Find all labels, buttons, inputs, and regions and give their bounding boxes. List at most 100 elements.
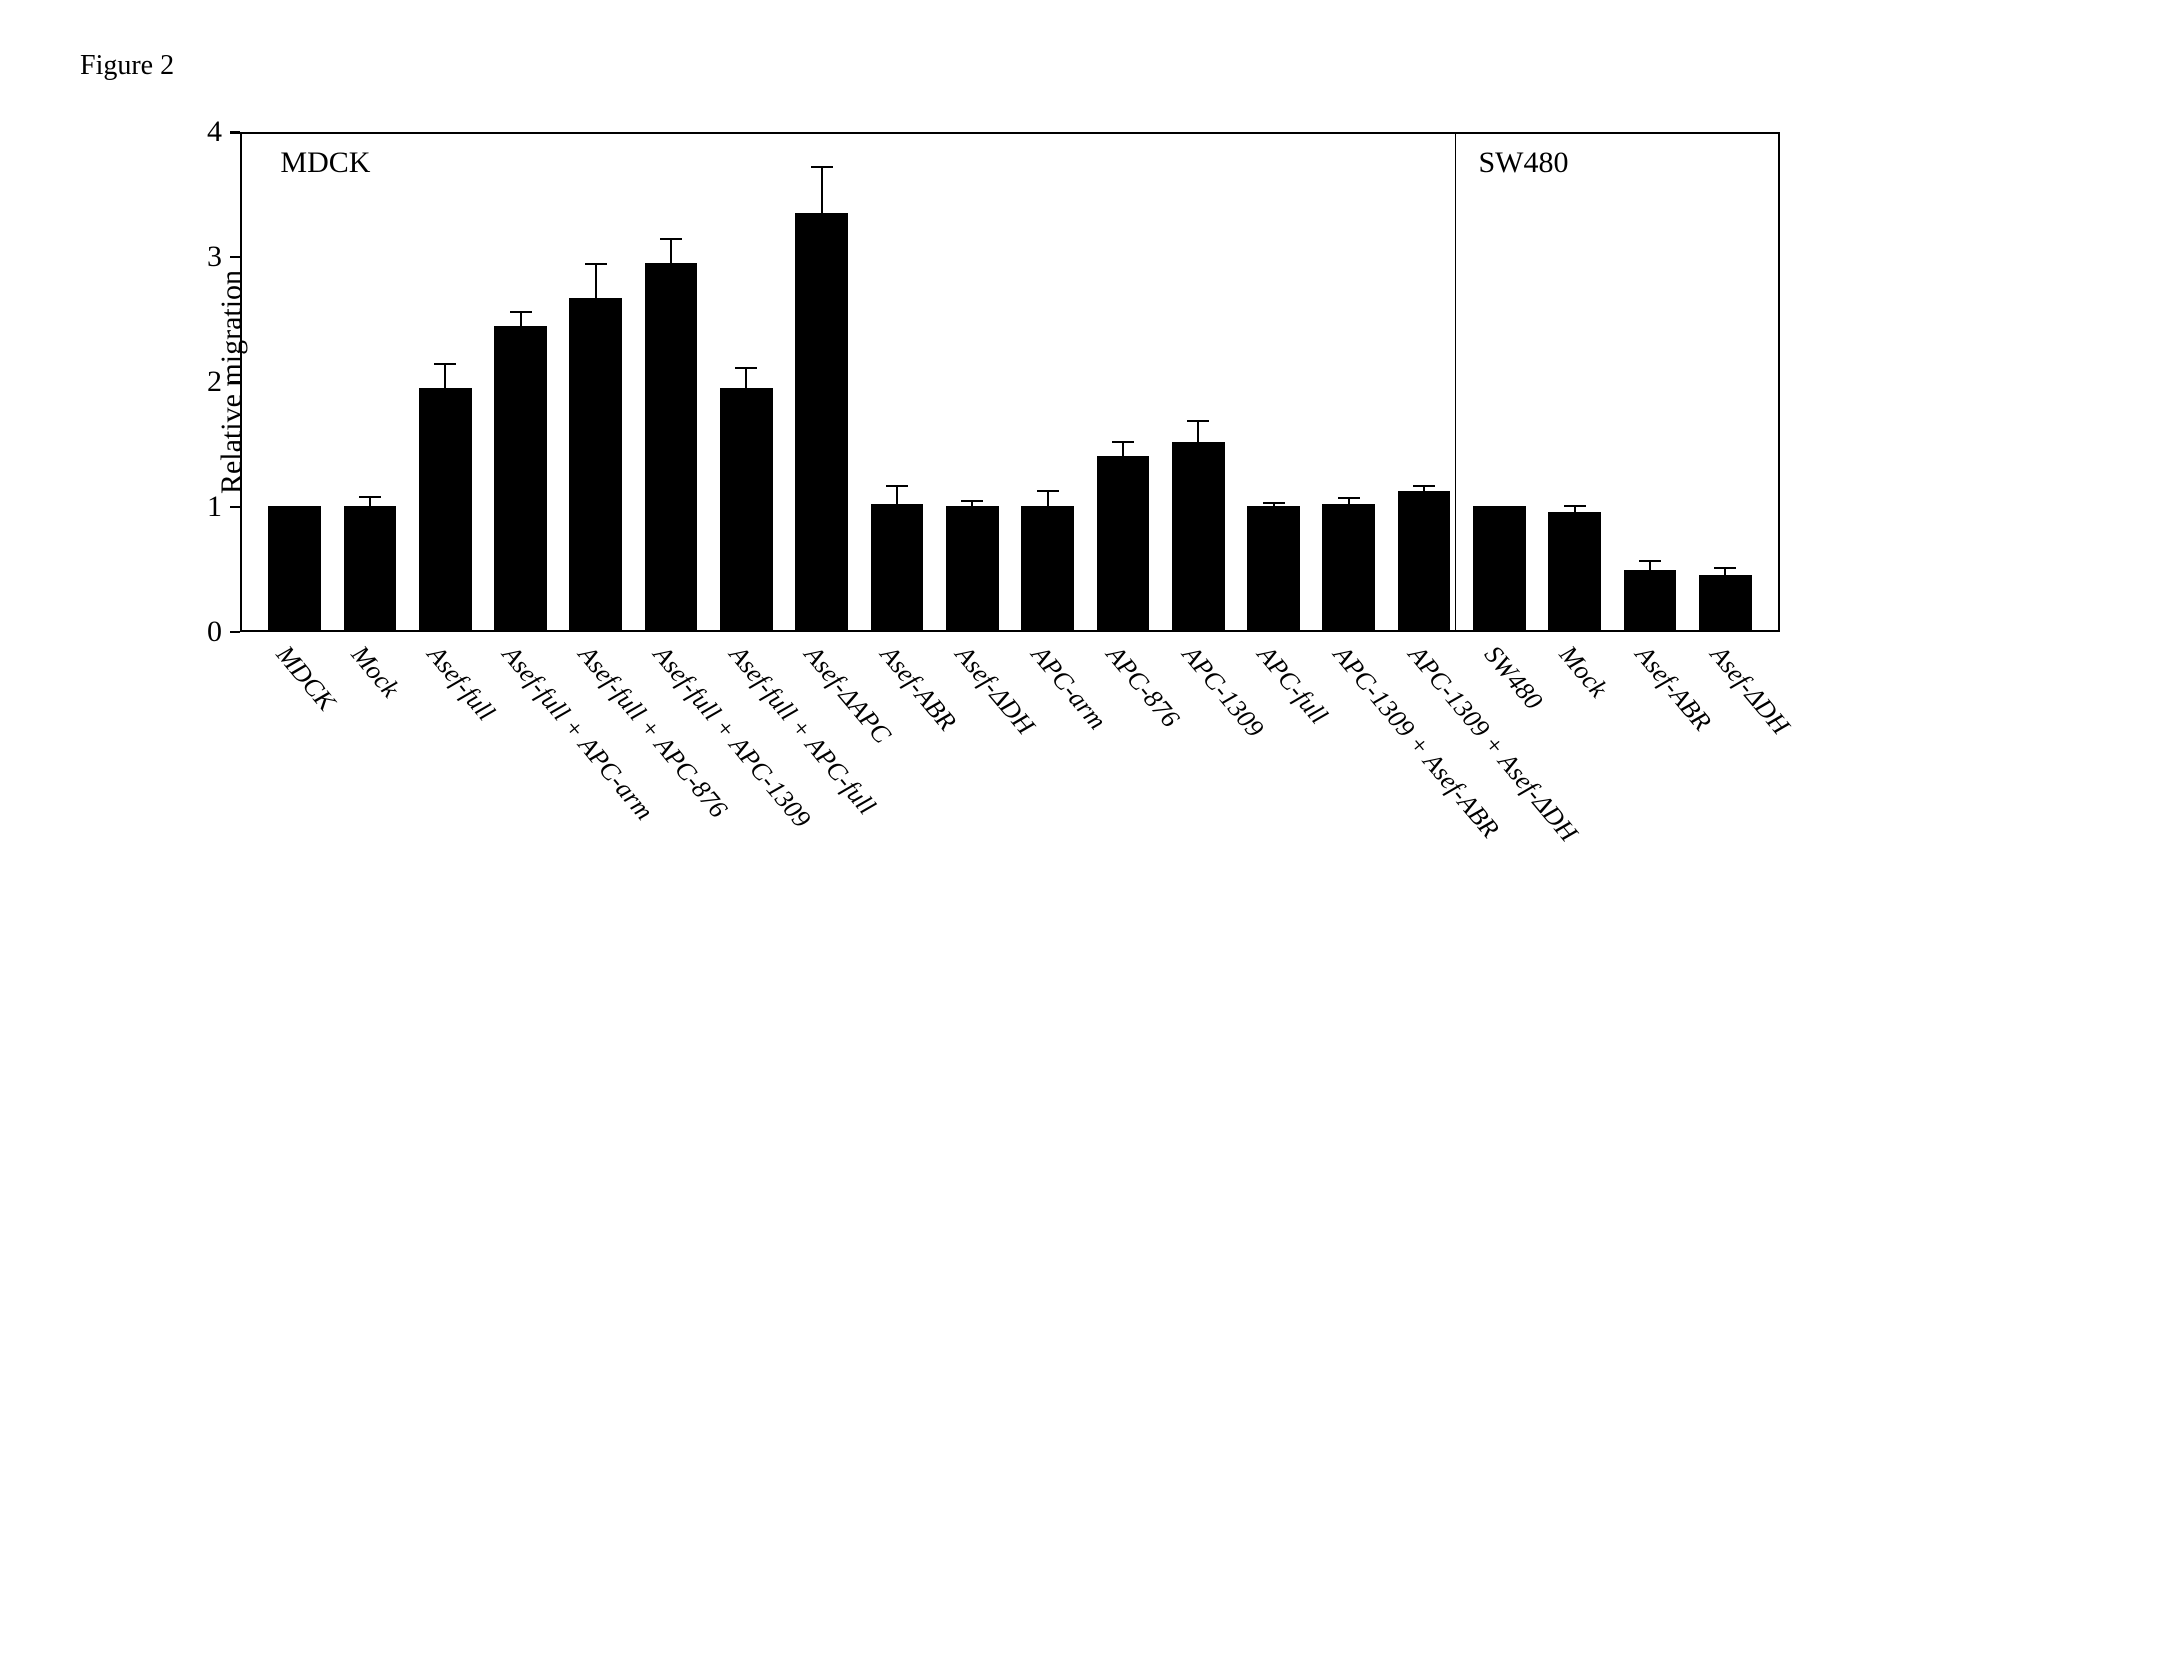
error-bar	[369, 496, 371, 506]
error-bar	[971, 500, 973, 506]
y-tick: 2	[207, 365, 240, 399]
error-cap	[1714, 567, 1736, 569]
bar	[494, 326, 547, 630]
bar	[1398, 491, 1451, 630]
bar-slot	[257, 134, 332, 630]
error-cap	[510, 311, 532, 313]
figure-title: Figure 2	[80, 50, 2091, 82]
bar-slot	[1010, 134, 1085, 630]
bar	[795, 213, 848, 630]
x-label-slot: Asef-full + APC-1309	[633, 640, 709, 1040]
error-bar	[1423, 485, 1425, 491]
y-tick-label: 4	[207, 115, 222, 149]
error-cap	[434, 363, 456, 365]
bar	[1548, 512, 1601, 630]
error-cap	[660, 238, 682, 240]
bar-slot	[1236, 134, 1311, 630]
error-cap	[1564, 505, 1586, 507]
x-label-slot: Asef-full	[406, 640, 482, 1040]
y-tick-mark	[230, 631, 240, 633]
y-tick-label: 1	[207, 490, 222, 524]
x-label-slot: Asef-ΔDH	[935, 640, 1011, 1040]
bar	[1624, 570, 1677, 630]
y-tick-mark	[230, 256, 240, 258]
x-label: Asef-ΔDH	[1704, 640, 1795, 741]
bar	[720, 388, 773, 630]
y-tick-label: 0	[207, 615, 222, 649]
error-cap	[1338, 497, 1360, 499]
error-bar	[670, 238, 672, 263]
bar-slot	[784, 134, 859, 630]
error-bar	[1574, 505, 1576, 513]
panel-divider	[1455, 134, 1456, 630]
error-bar	[821, 166, 823, 214]
x-label-slot: Asef-ΔDH	[1690, 640, 1766, 1040]
bar-slot	[1612, 134, 1687, 630]
error-bar	[745, 367, 747, 388]
bar-slot	[859, 134, 934, 630]
x-label-slot: MDCK	[255, 640, 331, 1040]
bar	[1247, 506, 1300, 630]
error-bar	[444, 363, 446, 388]
error-bar	[1273, 502, 1275, 506]
bar-slot	[1537, 134, 1612, 630]
x-label-slot: Mock	[331, 640, 407, 1040]
panel-label: SW480	[1478, 146, 1568, 180]
bar	[1473, 506, 1526, 630]
bar	[1699, 575, 1752, 630]
x-label: Mock	[345, 640, 405, 704]
error-bar	[1197, 420, 1199, 441]
y-top-tick	[230, 132, 240, 134]
panel-label: MDCK	[280, 146, 370, 180]
x-label-slot: Mock	[1539, 640, 1615, 1040]
x-label-slot: Asef-ABR	[859, 640, 935, 1040]
bar-slot	[1311, 134, 1386, 630]
bar	[1097, 456, 1150, 630]
bars-row	[242, 134, 1778, 630]
x-label-slot: SW480	[1463, 640, 1539, 1040]
y-tick-mark	[230, 381, 240, 383]
bar-slot	[408, 134, 483, 630]
y-tick-mark	[230, 506, 240, 508]
error-bar	[1724, 567, 1726, 576]
y-tick-label: 2	[207, 365, 222, 399]
x-label-slot: Asef-full + APC-full	[708, 640, 784, 1040]
bar	[268, 506, 321, 630]
bar	[344, 506, 397, 630]
x-labels-row: MDCKMockAsef-fullAsef-full + APC-armAsef…	[240, 640, 1780, 1040]
bar-slot	[1688, 134, 1763, 630]
x-label-slot: Asef-ABR	[1614, 640, 1690, 1040]
error-bar	[1348, 497, 1350, 503]
bar-slot	[709, 134, 784, 630]
x-label-slot: Asef-full + APC-876	[557, 640, 633, 1040]
bar-slot	[935, 134, 1010, 630]
plot-area: MDCK SW480	[240, 132, 1780, 632]
bar	[946, 506, 999, 630]
error-cap	[1112, 441, 1134, 443]
error-cap	[359, 496, 381, 498]
x-label-slot: APC-1309	[1161, 640, 1237, 1040]
bar-slot	[633, 134, 708, 630]
error-bar	[896, 485, 898, 504]
error-cap	[1187, 420, 1209, 422]
y-tick-label: 3	[207, 240, 222, 274]
bar-slot	[332, 134, 407, 630]
bar-slot	[1085, 134, 1160, 630]
error-cap	[1639, 560, 1661, 562]
y-tick: 0	[207, 615, 240, 649]
bar	[1172, 442, 1225, 630]
x-label-slot: APC-876	[1086, 640, 1162, 1040]
error-bar	[1122, 441, 1124, 456]
x-label-slot: APC-1309 + Asef-ABR	[1312, 640, 1388, 1040]
bar	[871, 504, 924, 630]
bar-slot	[483, 134, 558, 630]
bar	[645, 263, 698, 630]
x-label-slot: APC-full	[1237, 640, 1313, 1040]
x-label-slot: Asef-full + APC-arm	[482, 640, 558, 1040]
x-label-slot: APC-arm	[1010, 640, 1086, 1040]
error-cap	[811, 166, 833, 168]
y-tick: 3	[207, 240, 240, 274]
bar	[569, 298, 622, 630]
bar-slot	[1462, 134, 1537, 630]
bar	[1322, 504, 1375, 630]
